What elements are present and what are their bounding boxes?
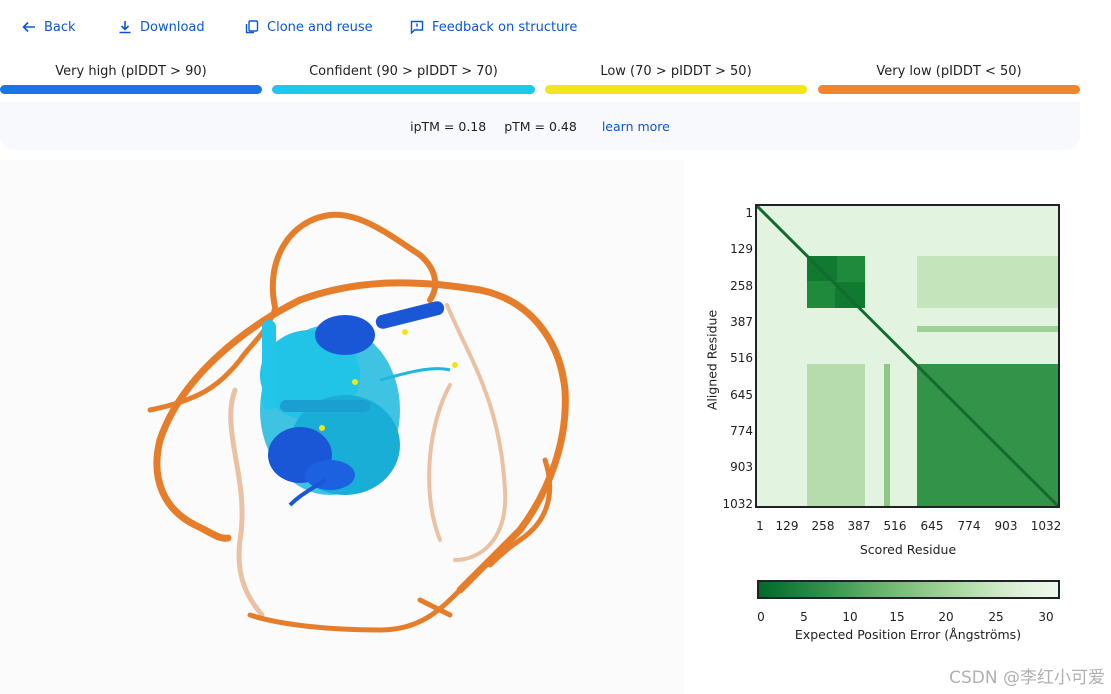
pae-x-tick: 1032 [1030, 519, 1062, 533]
pae-y-tick: 387 [730, 315, 753, 329]
legend-low-bar [545, 85, 807, 94]
pae-x-tick: 903 [994, 519, 1018, 533]
legend-low-label: Low (70 > pIDDT > 50) [600, 64, 752, 79]
pae-x-axis-title: Scored Residue [859, 542, 957, 557]
download-button[interactable]: Download [118, 16, 205, 38]
pae-x-tick: 774 [957, 519, 981, 533]
pae-colorbar [757, 580, 1060, 599]
colorbar-tick: 25 [988, 610, 1004, 624]
iptm-value: ipTM = 0.18 [410, 118, 487, 134]
colorbar-tick: 20 [938, 610, 954, 624]
feedback-label: Feedback on structure [432, 19, 578, 35]
protein-structure-image [147, 211, 569, 633]
toolbar: Back Download Clone and reuse Feedback o… [0, 0, 1111, 54]
pae-y-tick: 645 [730, 388, 753, 402]
legend-very-low-label: Very low (pIDDT < 50) [876, 64, 1022, 79]
download-label: Download [140, 19, 205, 35]
metrics-panel: ipTM = 0.18 pTM = 0.48 learn more [0, 102, 1080, 150]
feedback-icon [410, 20, 424, 34]
plddt-legend: Very high (pIDDT > 90) Confident (90 > p… [0, 60, 1111, 96]
pae-x-tick: 645 [920, 519, 944, 533]
pae-y-tick: 516 [730, 351, 753, 365]
clone-reuse-label: Clone and reuse [267, 19, 373, 35]
legend-very-high-label: Very high (pIDDT > 90) [55, 64, 207, 79]
pae-x-tick: 129 [775, 519, 799, 533]
watermark: CSDN @李红小可爱 [949, 668, 1105, 688]
learn-more-link[interactable]: learn more [601, 118, 670, 134]
pae-y-tick: 129 [730, 242, 753, 256]
colorbar-tick: 15 [889, 610, 905, 624]
pae-heatmap-image [757, 206, 1058, 506]
colorbar-title: Expected Position Error (Ångströms) [794, 627, 1022, 642]
pae-y-tick: 903 [730, 460, 753, 474]
legend-low: Low (70 > pIDDT > 50) [545, 60, 807, 96]
legend-confident-label: Confident (90 > pIDDT > 70) [309, 64, 498, 79]
pae-y-tick: 258 [730, 279, 753, 293]
pae-x-tick: 258 [811, 519, 835, 533]
back-button[interactable]: Back [22, 16, 76, 38]
pae-y-tick: 1032 [722, 497, 753, 511]
pae-x-tick: 387 [847, 519, 871, 533]
legend-very-high-bar [0, 85, 262, 94]
back-label: Back [44, 19, 76, 35]
colorbar-tick: 10 [842, 610, 858, 624]
pae-x-tick: 516 [883, 519, 907, 533]
legend-confident-bar [272, 85, 535, 94]
ptm-value: pTM = 0.48 [504, 118, 577, 134]
pae-y-tick: 774 [730, 424, 753, 438]
pae-x-tick: 1 [756, 519, 764, 533]
pae-y-axis-title: Aligned Residue [704, 309, 720, 411]
colorbar-tick: 5 [800, 610, 808, 624]
colorbar-tick: 30 [1038, 610, 1054, 624]
copy-icon [245, 20, 259, 34]
pae-y-tick: 1 [745, 206, 753, 220]
legend-very-high: Very high (pIDDT > 90) [0, 60, 262, 96]
legend-very-low-bar [818, 85, 1080, 94]
colorbar-tick: 0 [757, 610, 765, 624]
legend-very-low: Very low (pIDDT < 50) [818, 60, 1080, 96]
clone-reuse-button[interactable]: Clone and reuse [245, 16, 373, 38]
legend-confident: Confident (90 > pIDDT > 70) [272, 60, 535, 96]
pae-heatmap[interactable] [755, 204, 1060, 508]
download-icon [119, 21, 131, 34]
feedback-button[interactable]: Feedback on structure [410, 16, 577, 38]
arrow-left-icon [22, 21, 35, 33]
structure-viewer[interactable] [0, 160, 684, 694]
